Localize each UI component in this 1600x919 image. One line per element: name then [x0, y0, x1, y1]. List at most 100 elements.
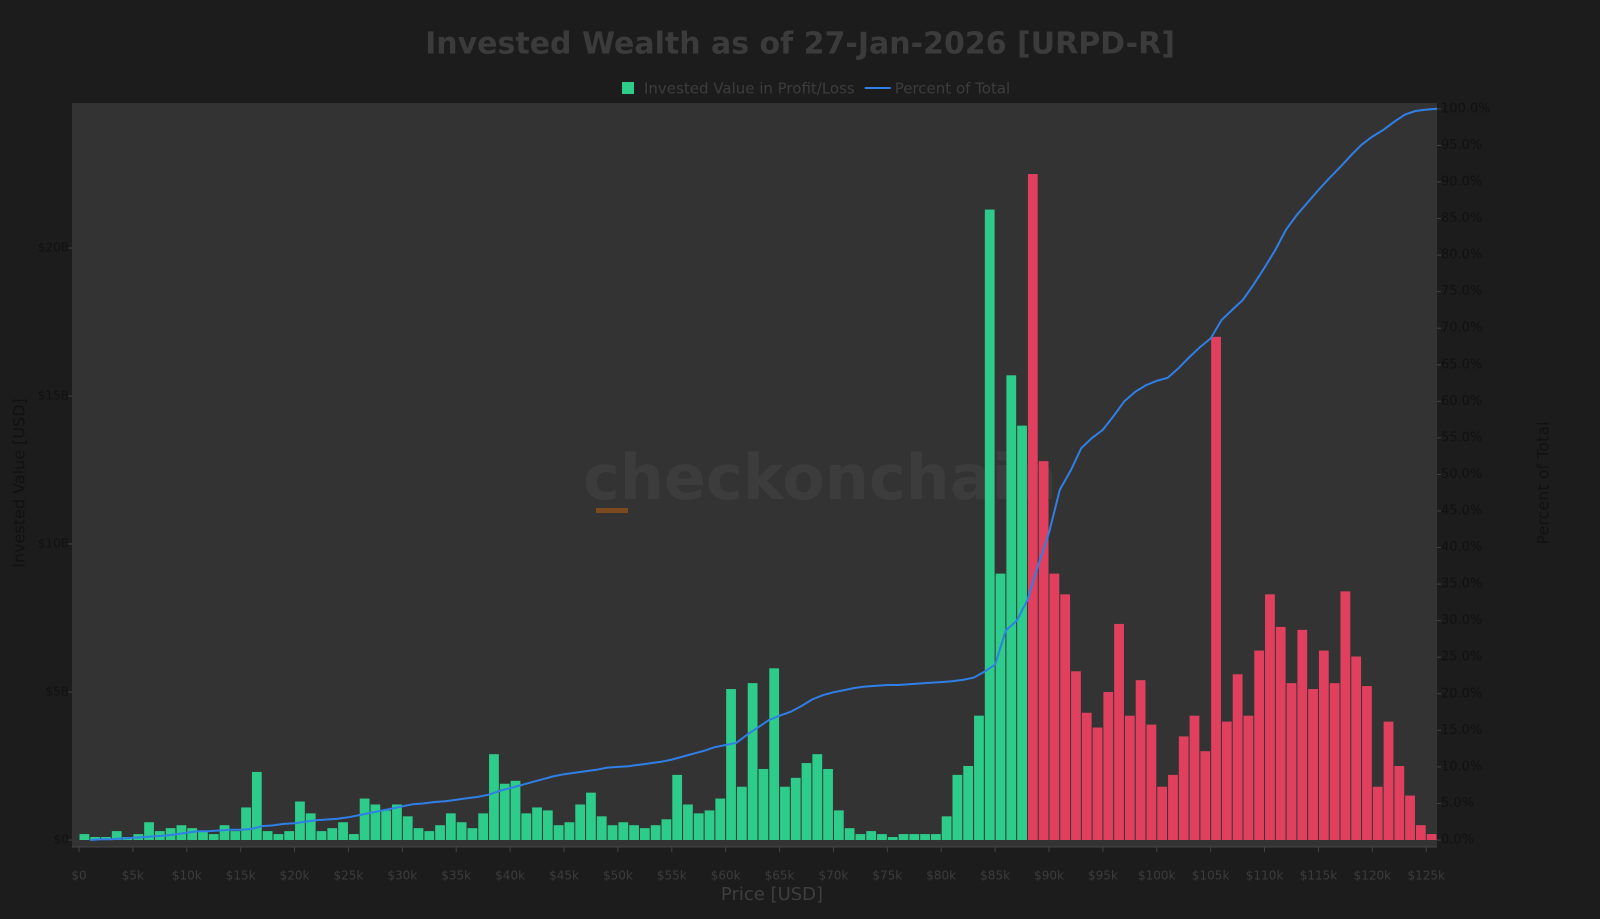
bar: [478, 813, 489, 840]
bar: [1297, 629, 1308, 840]
bar: [629, 825, 639, 840]
bar: [305, 813, 316, 840]
bar: [1243, 715, 1254, 840]
bar: [995, 573, 1006, 840]
y2-tick-label: 50.0%: [1441, 467, 1482, 482]
bar: [812, 754, 823, 840]
bar: [1372, 786, 1383, 840]
bar: [586, 792, 596, 840]
bar: [1146, 724, 1157, 840]
x-tick-label: $65k: [765, 869, 795, 883]
y2-tick-label: 45.0%: [1441, 503, 1482, 518]
bar: [564, 822, 575, 840]
y2-tick-label: 90.0%: [1441, 174, 1482, 189]
y-tick-label: $0: [54, 833, 69, 847]
y2-tick-label: 75.0%: [1441, 284, 1482, 299]
x-tick-label: $40k: [495, 869, 525, 883]
bar: [887, 837, 898, 840]
bar: [1060, 594, 1071, 840]
bar: [251, 771, 262, 840]
bar: [823, 768, 833, 840]
x-tick-label: $55k: [657, 869, 687, 883]
bar: [467, 828, 478, 840]
x-tick-label: $75k: [872, 869, 902, 883]
y2-tick-label: 15.0%: [1441, 723, 1482, 738]
bar: [392, 804, 402, 840]
y2-tick-label: 85.0%: [1441, 211, 1482, 226]
y2-tick-label: 0.0%: [1441, 833, 1474, 848]
y-tick-label: $20B: [38, 241, 69, 255]
bar: [445, 813, 456, 840]
bar: [683, 804, 693, 840]
bar: [230, 831, 241, 840]
x-tick-label: $80k: [926, 869, 956, 883]
bar: [898, 834, 909, 840]
bar: [1351, 656, 1362, 840]
bar: [1286, 683, 1297, 840]
x-tick-label: $25k: [334, 869, 364, 883]
bar: [909, 834, 920, 840]
bar: [704, 810, 715, 840]
bar: [1114, 623, 1124, 840]
x-tick-label: $0: [71, 869, 86, 883]
bar: [284, 831, 295, 840]
bar: [758, 768, 769, 840]
y2-tick-label: 20.0%: [1441, 686, 1482, 701]
bar: [316, 831, 327, 840]
bar: [1265, 594, 1275, 840]
y2-tick-label: 55.0%: [1441, 430, 1482, 445]
bar: [1178, 736, 1189, 840]
x-tick-label: $15k: [226, 869, 256, 883]
bar: [984, 209, 995, 841]
bar: [1426, 834, 1437, 840]
bar: [532, 807, 542, 840]
y2-tick-label: 10.0%: [1441, 759, 1482, 774]
bar: [1362, 686, 1372, 840]
bar: [618, 822, 629, 840]
bar: [1027, 174, 1038, 841]
x-tick-label: $60k: [711, 869, 741, 883]
bar: [1254, 650, 1265, 840]
bar: [370, 804, 381, 840]
x-tick-label: $70k: [819, 869, 849, 883]
bar: [144, 822, 154, 840]
bar: [359, 798, 370, 840]
bar: [693, 813, 704, 840]
bar: [241, 807, 251, 840]
y2-tick-label: 30.0%: [1441, 613, 1482, 628]
x-tick-label: $115k: [1300, 869, 1338, 883]
bar: [974, 715, 984, 840]
bar: [1200, 751, 1211, 840]
x-tick-label: $30k: [387, 869, 417, 883]
bar: [801, 763, 812, 840]
watermark: checkonchain: [583, 441, 1057, 514]
bar: [1394, 766, 1405, 840]
bar: [327, 828, 338, 840]
x-tick-label: $5k: [122, 869, 144, 883]
y-axis-title: Invested Value [USD]: [10, 398, 29, 568]
bar: [1081, 712, 1092, 840]
bar: [877, 834, 887, 840]
bar: [198, 831, 208, 840]
y2-tick-label: 100.0%: [1441, 101, 1491, 116]
bar: [672, 774, 683, 840]
bar: [1103, 692, 1114, 840]
bar: [90, 837, 101, 840]
bar: [1340, 591, 1351, 840]
bar: [521, 813, 532, 840]
legend-swatch: [622, 82, 634, 94]
bar: [295, 801, 305, 840]
bar: [1415, 825, 1426, 840]
bar: [1221, 721, 1232, 840]
bar: [930, 834, 941, 840]
bar: [1275, 626, 1286, 840]
y2-tick-label: 40.0%: [1441, 540, 1482, 555]
x-tick-label: $110k: [1246, 869, 1284, 883]
y2-tick-label: 25.0%: [1441, 650, 1482, 665]
bar: [596, 816, 607, 840]
y2-tick-label: 60.0%: [1441, 394, 1482, 409]
bar: [639, 828, 650, 840]
bar: [769, 668, 780, 840]
x-tick-label: $35k: [441, 869, 471, 883]
y2-tick-label: 70.0%: [1441, 321, 1482, 336]
